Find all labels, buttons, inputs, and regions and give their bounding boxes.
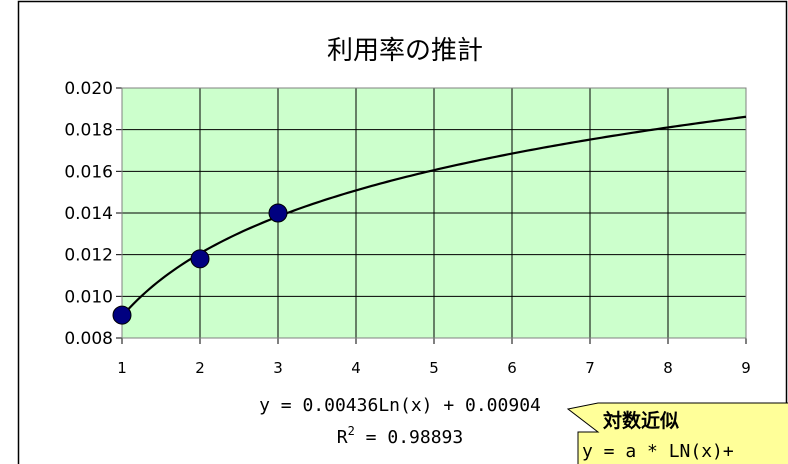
data-point — [190, 249, 210, 269]
x-tick-label: 9 — [741, 359, 751, 377]
x-tick-label: 5 — [429, 359, 439, 377]
callout: 対数近似 y = a * LN(x)+ — [566, 402, 788, 464]
chart-title: 利用率の推計 — [327, 36, 483, 66]
callout-title: 対数近似 — [602, 409, 679, 432]
r-squared-prefix: R — [337, 427, 348, 448]
callout-formula: y = a * LN(x)+ — [582, 441, 734, 462]
r-squared-superscript: 2 — [348, 424, 355, 438]
x-tick-label: 7 — [585, 359, 595, 377]
x-tick-label: 3 — [273, 359, 283, 377]
x-tick-label: 1 — [117, 359, 127, 377]
x-tick-label: 2 — [195, 359, 205, 377]
y-tick-label: 0.008 — [64, 329, 113, 349]
callout-shape — [566, 402, 788, 464]
y-tick-label: 0.014 — [64, 204, 113, 224]
x-tick-label: 6 — [507, 359, 517, 377]
data-points — [112, 203, 288, 325]
x-tick-label: 4 — [351, 359, 361, 377]
r-squared-label: R2 = 0.98893 — [337, 424, 463, 448]
data-point — [112, 305, 132, 325]
y-tick-label: 0.012 — [64, 246, 113, 266]
y-axis-ticks: 0.008 0.010 0.012 0.014 0.016 0.018 0.020 — [64, 79, 122, 349]
r-squared-value: = 0.98893 — [355, 427, 463, 448]
equation-label: y = 0.00436Ln(x) + 0.00904 — [259, 395, 541, 416]
x-axis-ticks: 1 2 3 4 5 6 7 8 9 — [117, 338, 751, 377]
y-tick-label: 0.018 — [64, 121, 113, 141]
plot-border — [121, 87, 747, 339]
data-point — [268, 203, 288, 223]
x-tick-label: 8 — [663, 359, 673, 377]
y-tick-label: 0.016 — [64, 162, 113, 182]
y-tick-label: 0.020 — [64, 79, 113, 99]
trendline — [121, 115, 747, 318]
y-tick-label: 0.010 — [64, 287, 113, 307]
